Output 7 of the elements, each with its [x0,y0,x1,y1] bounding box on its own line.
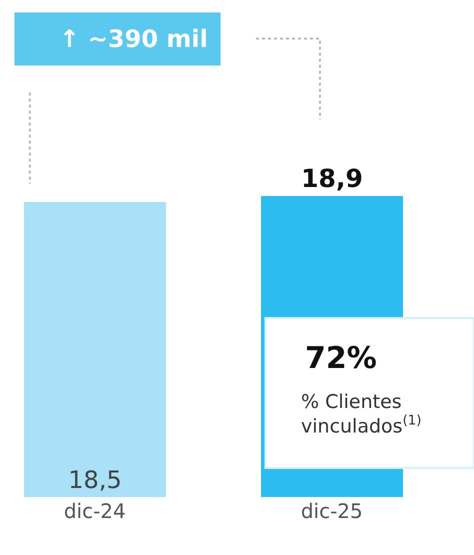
x-tick-label: dic-24 [64,499,126,523]
x-tick-label: dic-25 [300,499,363,523]
data-label: 18,5 [68,466,122,494]
annotation: 72% [305,341,377,376]
data-label: 18,9 [301,164,363,193]
annotation: % Clientes vinculados$^{(1)}$ [301,391,422,438]
text: ↑ ~390 mil [27,25,208,53]
